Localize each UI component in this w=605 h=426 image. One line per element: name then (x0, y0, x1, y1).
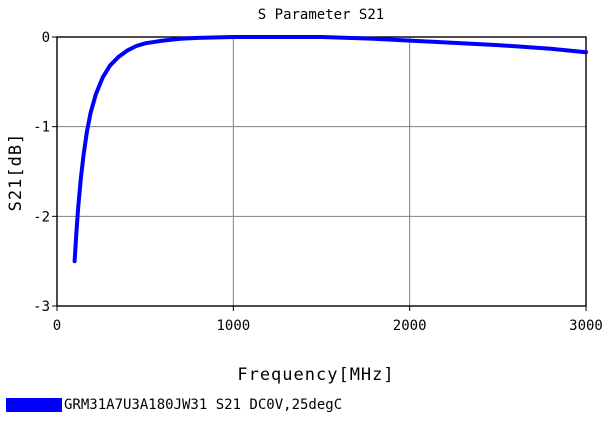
chart-title: S Parameter S21 (258, 7, 384, 23)
legend-swatch (6, 398, 62, 412)
x-axis-label: Frequency[MHz] (237, 365, 394, 385)
series-line (72, 35, 588, 264)
legend: GRM31A7U3A180JW31 S21 DC0V,25degC (6, 396, 342, 414)
y-tick-label: -2 (33, 209, 50, 225)
series-layer (72, 35, 588, 264)
x-tick-label: 2000 (393, 318, 427, 334)
x-tick-label: 0 (53, 318, 61, 334)
legend-label: GRM31A7U3A180JW31 S21 DC0V,25degC (64, 397, 343, 413)
y-tick-label: 0 (42, 30, 50, 46)
y-tick-label: -3 (33, 299, 50, 315)
x-tick-label: 1000 (216, 318, 250, 334)
y-tick-label: -1 (33, 120, 50, 136)
y-axis-label: S21[dB] (6, 133, 26, 212)
plot-frame (56, 36, 587, 307)
axis-ticks: 0 1000 2000 3000 0 -1 -2 -3 (33, 30, 603, 334)
gridlines (57, 37, 586, 306)
x-tick-label: 3000 (569, 318, 603, 334)
